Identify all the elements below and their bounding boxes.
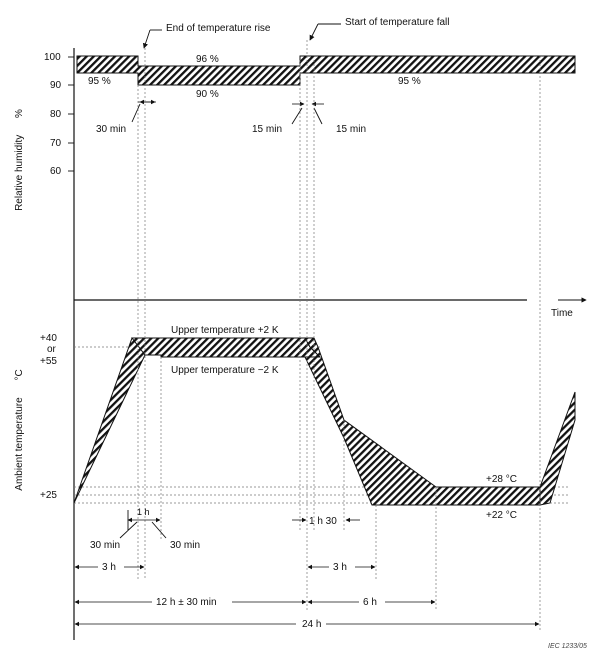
humidity-30min-label: 30 min <box>96 124 126 135</box>
dim-6h-label: 6 h <box>363 597 377 608</box>
humidity-axis-title-text: Relative humidity <box>14 135 25 211</box>
figure-id: IEC 1233/05 <box>548 643 587 650</box>
plus22-label: +22 °C <box>486 510 517 521</box>
humidity-15min-left-label: 15 min <box>252 124 282 135</box>
leader-15min-left <box>291 107 303 125</box>
humidity-axis-title: Relative humidity % <box>14 109 25 211</box>
temperature-final-rise-band <box>539 391 576 506</box>
dim-12h-label: 12 h ± 30 min <box>156 597 217 608</box>
dim-3h-right-label: 3 h <box>333 562 347 573</box>
temperature-tick-or: or <box>47 344 57 355</box>
temperature-tick-25: +25 <box>40 490 57 501</box>
dim-24h-label: 24 h <box>302 619 321 630</box>
temperature-axis-title: Ambient temperature °C <box>14 369 25 490</box>
humidity-tick-70: 70 <box>50 138 62 149</box>
temperature-chart: +40 or +55 +25 Ambient temperature °C Up… <box>14 300 576 640</box>
humidity-label-96: 96 % <box>196 54 219 65</box>
temperature-axis-title-text: Ambient temperature <box>14 397 25 491</box>
end-of-temperature-rise-label: End of temperature rise <box>166 23 271 34</box>
humidity-axis-unit: % <box>14 109 25 118</box>
label-bg <box>329 559 355 573</box>
label-bg <box>98 559 124 573</box>
humidity-tick-100: 100 <box>44 52 61 63</box>
temperature-axis-unit: °C <box>14 369 25 380</box>
humidity-label-90: 90 % <box>196 89 219 100</box>
start-of-temperature-fall-label: Start of temperature fall <box>345 17 450 28</box>
time-guides <box>137 40 541 630</box>
dim-1h30-label: 1 h 30 <box>309 516 337 527</box>
temperature-tick-40: +40 <box>40 333 57 344</box>
time-dimensions: 1 h 30 min 30 min 1 h 30 3 h 3 h 12 h ± … <box>74 507 540 630</box>
dim-1h-label: 1 h <box>137 507 150 517</box>
dim-3h-left-label: 3 h <box>102 562 116 573</box>
label-bg <box>152 594 232 608</box>
leader-30min-b <box>151 521 167 539</box>
humidity-chart: 100 90 80 70 60 Relative humidity % 95 %… <box>14 48 587 319</box>
end-rise-arrow <box>142 29 151 49</box>
plus28-label: +28 °C <box>486 474 517 485</box>
humidity-band <box>76 55 576 86</box>
upper-temp-plus-label: Upper temperature +2 K <box>171 325 279 336</box>
humidity-annotations: End of temperature rise Start of tempera… <box>96 17 450 135</box>
dim-30min-a-label: 30 min <box>90 540 120 551</box>
start-fall-arrow <box>309 23 319 41</box>
temperature-upper-band <box>130 337 322 358</box>
humidity-label-95-right: 95 % <box>398 76 421 87</box>
humidity-label-95-left: 95 % <box>88 76 111 87</box>
temperature-tick-55: +55 <box>40 356 57 367</box>
label-bg <box>296 616 326 630</box>
dim-30min-b-label: 30 min <box>170 540 200 551</box>
leader-15min-right <box>313 107 323 125</box>
label-bg <box>359 594 385 608</box>
leader-30min-a <box>119 521 138 539</box>
upper-temp-minus-label: Upper temperature −2 K <box>171 365 279 376</box>
humidity-tick-60: 60 <box>50 166 62 177</box>
leader-30min <box>131 103 141 123</box>
time-label: Time <box>551 308 573 319</box>
humidity-tick-80: 80 <box>50 109 62 120</box>
temperature-rise-band <box>73 337 162 504</box>
humidity-15min-right-label: 15 min <box>336 124 366 135</box>
humidity-tick-90: 90 <box>50 80 62 91</box>
